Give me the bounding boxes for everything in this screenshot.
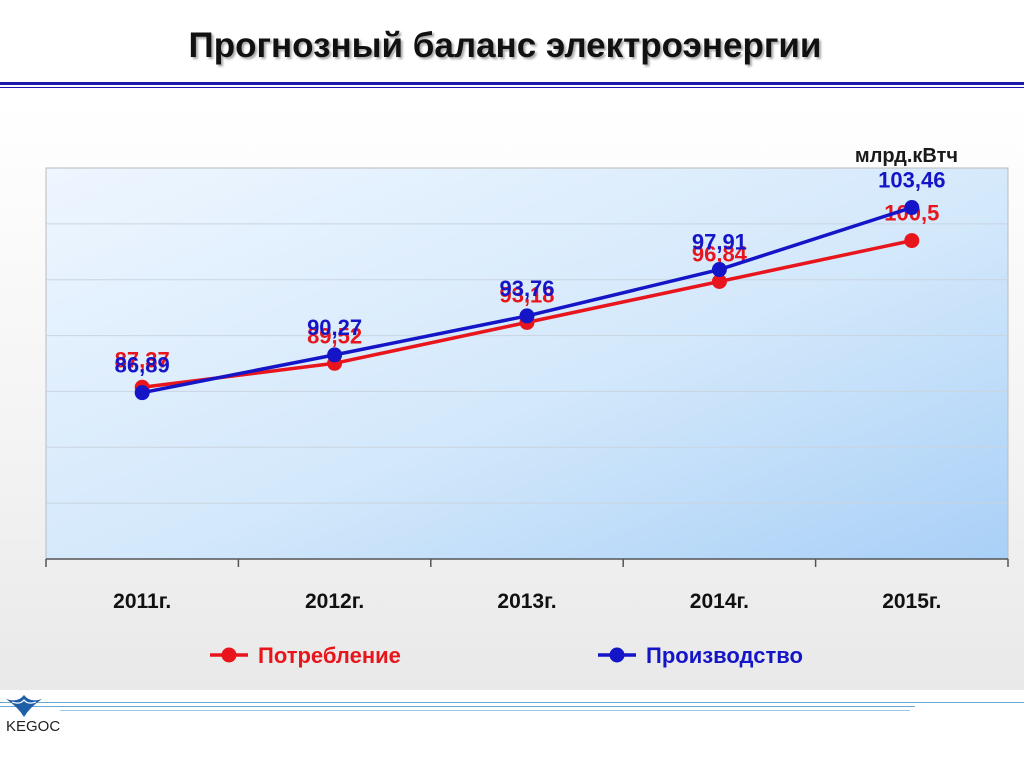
footer-divider: [0, 706, 915, 707]
data-point: [134, 385, 150, 401]
x-tick-label: 2012г.: [305, 590, 364, 613]
data-label: 89,52: [307, 323, 362, 348]
legend-swatch-marker: [609, 647, 625, 663]
kegoc-logo-icon: [6, 695, 42, 717]
x-axis: [45, 558, 1009, 567]
footer-divider: [60, 710, 910, 711]
data-label: 87,37: [115, 347, 170, 372]
series-layer: 87,3789,5293,1896,84100,586,8990,2793,76…: [115, 168, 945, 401]
unit-label: млрд.кВтч: [855, 145, 958, 167]
x-tick-labels: 2011г. 2012г. 2013г. 2014г. 2015г.: [113, 590, 941, 613]
data-point: [711, 274, 727, 290]
legend: Потребление Производство: [210, 643, 803, 668]
x-tick-label: 2015г.: [882, 590, 941, 613]
title-divider-thin: [0, 87, 1024, 88]
logo-text: KEGOC: [6, 718, 61, 735]
x-tick-label: 2011г.: [113, 590, 171, 613]
plot-area: [45, 167, 1009, 560]
data-label: 97,91: [692, 230, 747, 255]
data-point: [519, 308, 535, 324]
footer-divider: [0, 702, 1024, 703]
data-label: 86,89: [115, 353, 170, 378]
data-label: 93,18: [499, 282, 554, 307]
data-label: 93,76: [499, 276, 554, 301]
legend-swatch-marker: [221, 647, 237, 663]
legend-label: Производство: [646, 643, 803, 668]
data-point: [904, 233, 920, 249]
data-point: [327, 347, 343, 363]
legend-label: Потребление: [258, 643, 401, 668]
data-point: [711, 262, 727, 278]
data-point: [904, 200, 920, 216]
page-title: Прогнозный баланс электроэнергии: [188, 26, 822, 65]
data-label: 103,46: [878, 168, 945, 193]
x-tick-label: 2013г.: [497, 590, 556, 613]
title-divider: [0, 82, 1024, 85]
x-tick-label: 2014г.: [690, 590, 749, 613]
gridlines: [46, 223, 1008, 504]
data-label: 90,27: [307, 315, 362, 340]
